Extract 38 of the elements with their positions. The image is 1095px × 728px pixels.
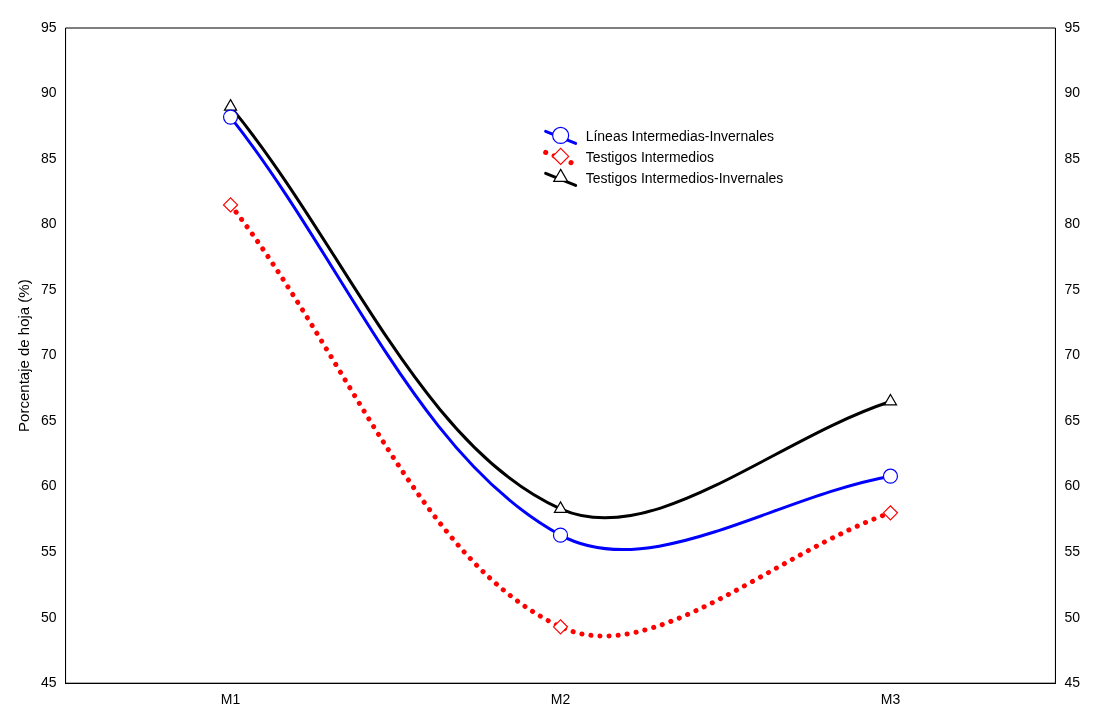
y-tick-label: 45 — [40, 674, 57, 691]
point — [552, 527, 569, 543]
y2-tick-label: 45 — [1064, 674, 1081, 691]
point — [222, 197, 239, 213]
y2-tick-label: 50 — [1064, 608, 1081, 625]
y-tick-label: 80 — [40, 215, 57, 232]
y2-tick-label: 60 — [1064, 477, 1081, 494]
y2-tick-label: 90 — [1064, 84, 1081, 101]
y2-tick-label: 85 — [1064, 149, 1081, 166]
point — [883, 393, 898, 406]
y2-tick-label: 65 — [1064, 411, 1081, 428]
x-tick-label: M3 — [880, 691, 901, 708]
legend-label: Líneas Intermedias-Invernales — [585, 128, 774, 145]
y-tick-label: 70 — [40, 346, 57, 363]
y-tick-label: 75 — [40, 280, 57, 297]
y2-tick-label: 95 — [1064, 18, 1081, 35]
y-tick-label: 55 — [40, 543, 57, 560]
y-tick-label: 50 — [40, 608, 57, 625]
y-axis-title: Porcentaje de hoja (%) — [15, 279, 33, 432]
point — [553, 501, 568, 514]
y2-tick-label: 75 — [1064, 280, 1081, 297]
y2-tick-label: 55 — [1064, 543, 1081, 560]
y-tick-label: 95 — [40, 18, 57, 35]
y-tick-label: 65 — [40, 411, 57, 428]
point — [882, 505, 899, 521]
point — [222, 109, 239, 125]
y-tick-label: 90 — [40, 84, 57, 101]
y-tick-label: 60 — [40, 477, 57, 494]
point — [882, 468, 899, 484]
x-tick-label: M1 — [220, 691, 241, 708]
legend-label: Testigos Intermedios-Invernales — [585, 170, 784, 187]
y-tick-label: 85 — [40, 149, 57, 166]
y2-tick-label: 70 — [1064, 346, 1081, 363]
point — [552, 619, 569, 635]
y2-tick-label: 80 — [1064, 215, 1081, 232]
point — [223, 99, 238, 111]
x-tick-label: M2 — [550, 691, 571, 708]
legend-label: Testigos Intermedios — [585, 149, 715, 166]
